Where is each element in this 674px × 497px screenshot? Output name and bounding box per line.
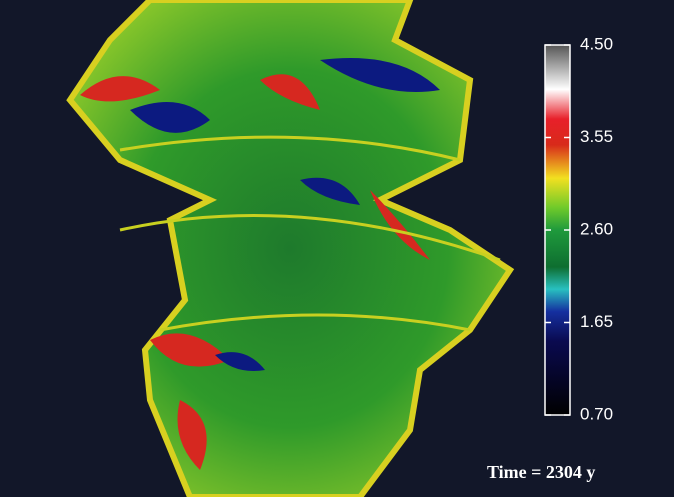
page: 4.503.552.601.650.70 Time = 2304 y (() =… <box>0 0 674 497</box>
tick-label: 3.55 <box>580 127 613 146</box>
simulation-render <box>70 0 510 497</box>
colorbar: 4.50 3.55 2.60 1.65 0.70 <box>545 34 613 423</box>
tick-label: 2.60 <box>580 219 613 238</box>
tick-label: 0.70 <box>580 404 613 423</box>
visualization: 4.50 3.55 2.60 1.65 0.70 Time = 2304 y <box>0 0 674 497</box>
tick-label: 4.50 <box>580 34 613 53</box>
time-annotation: Time = 2304 y <box>487 462 595 482</box>
tick-label: 1.65 <box>580 312 613 331</box>
